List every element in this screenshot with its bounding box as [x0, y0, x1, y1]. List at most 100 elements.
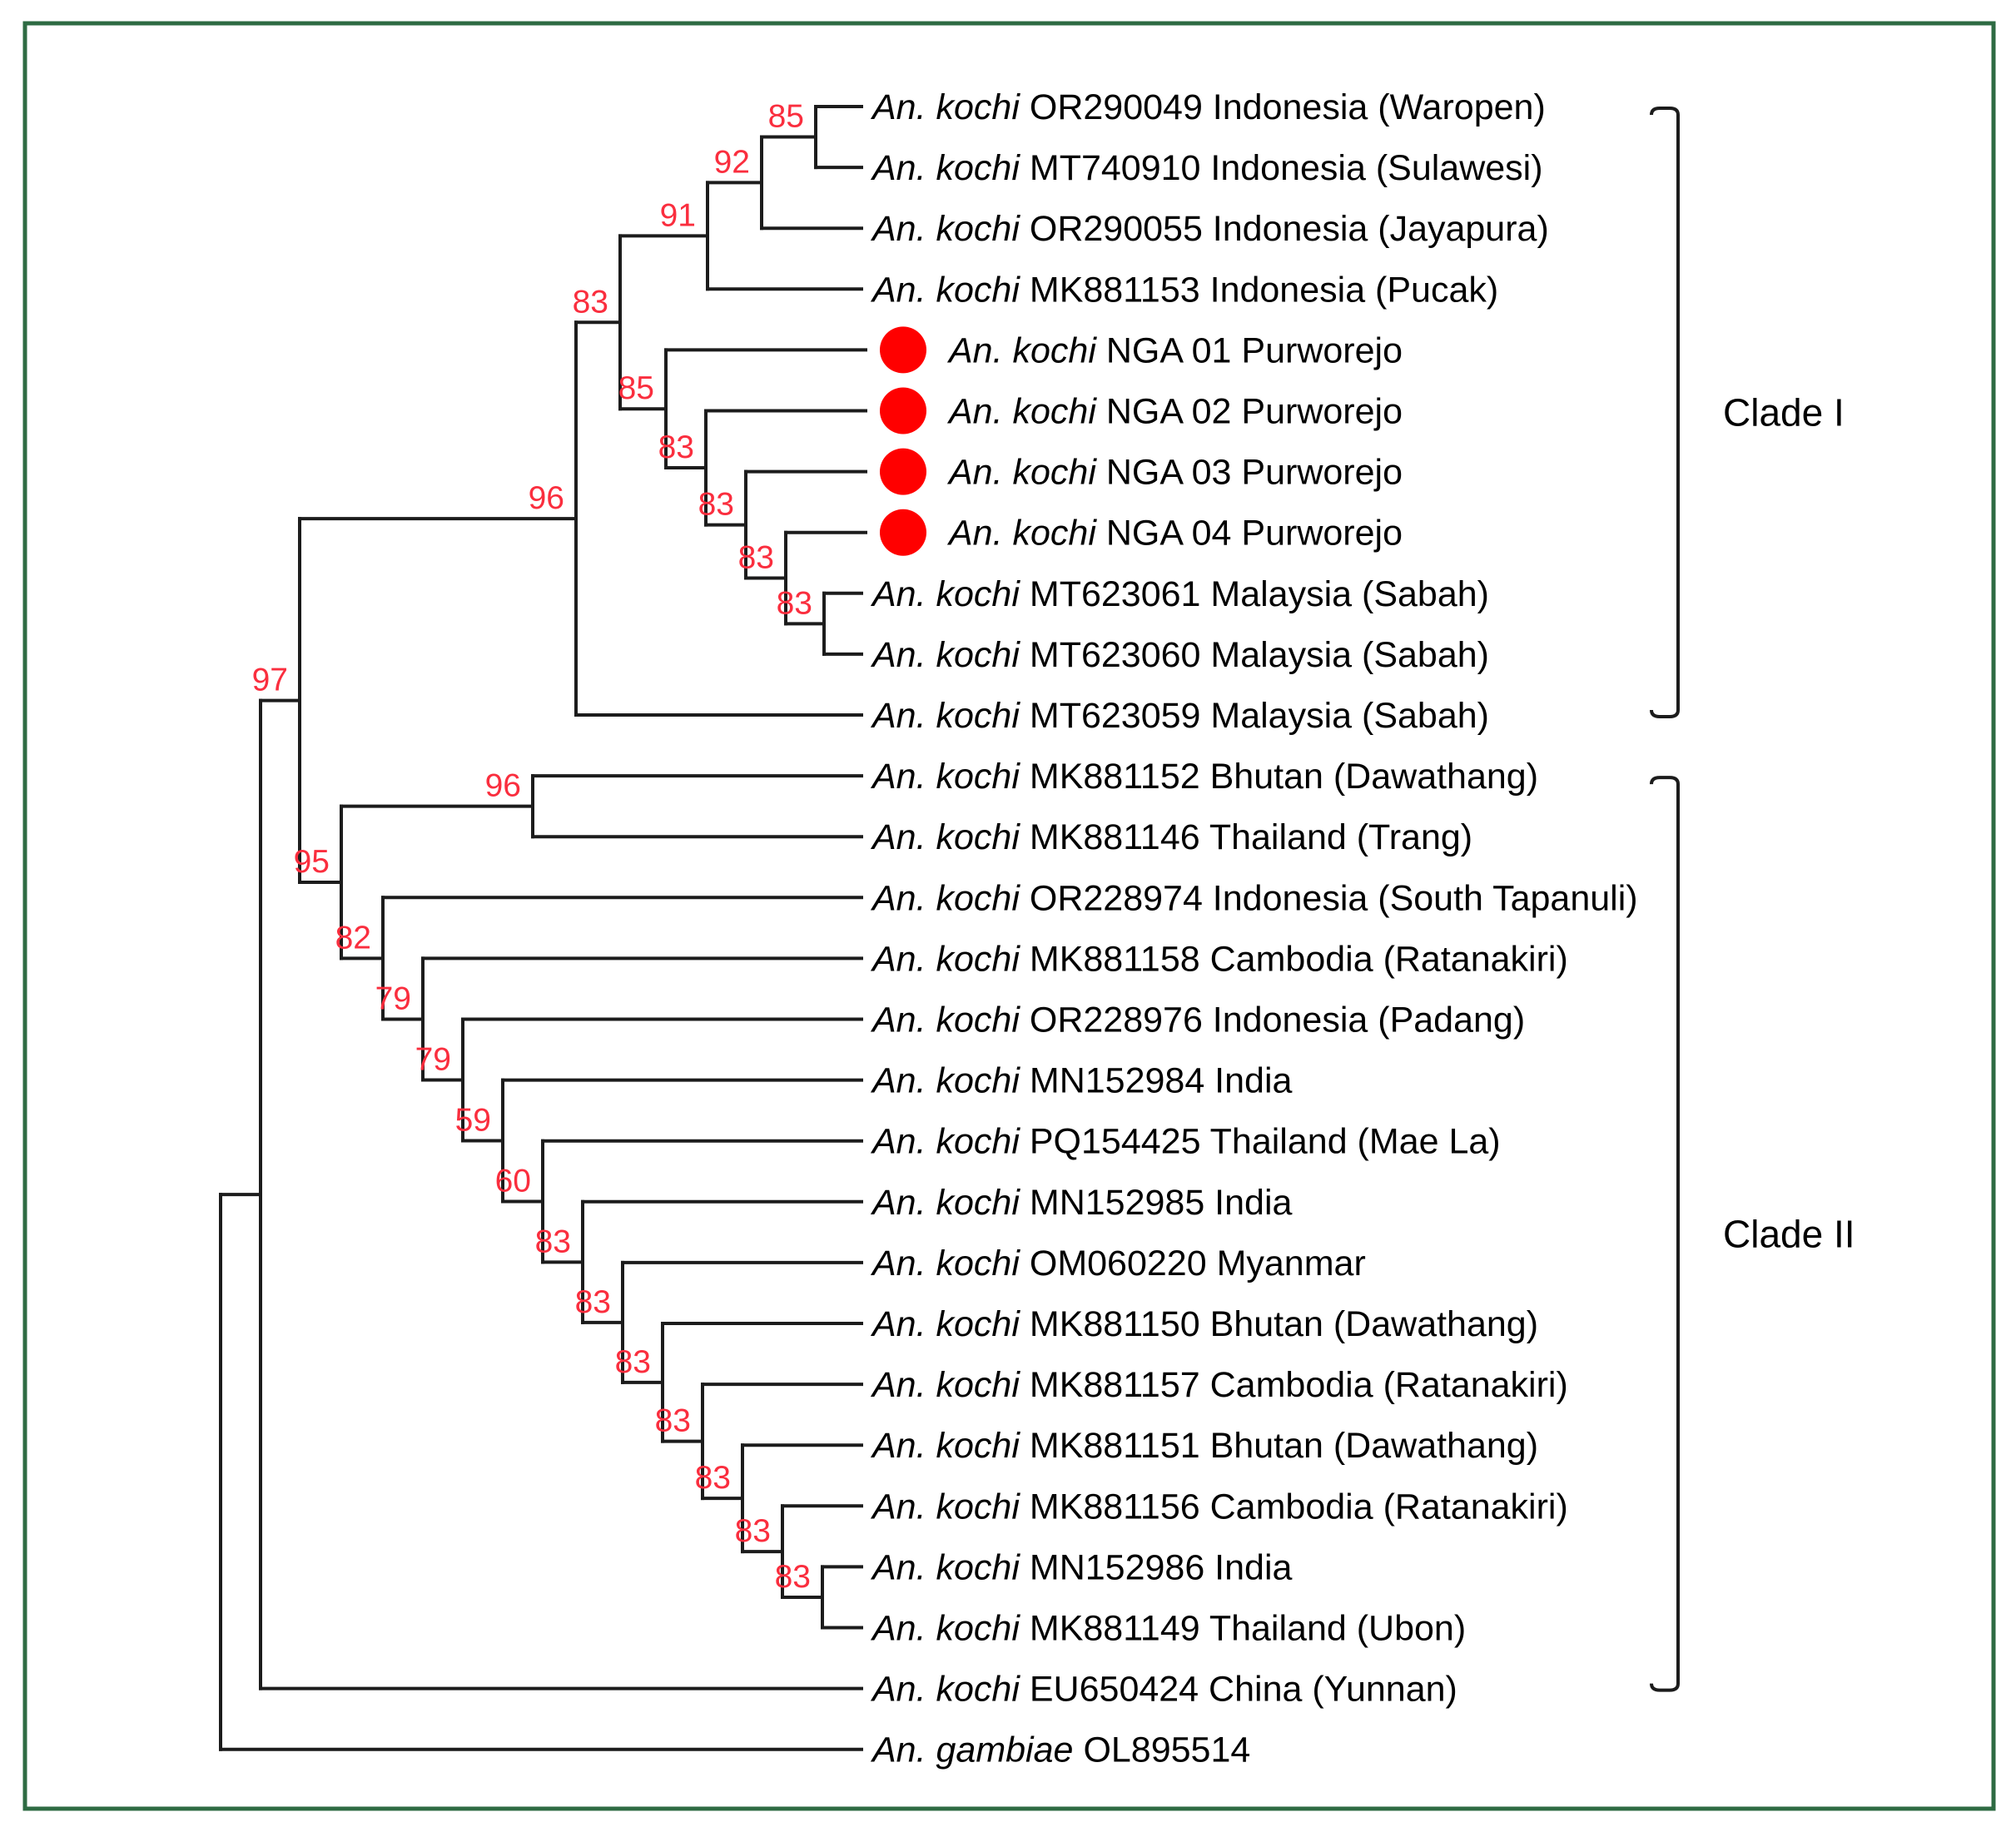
bootstrap-label: 59: [455, 1103, 491, 1139]
bootstrap-label: 85: [768, 99, 804, 135]
bootstrap-label: 83: [573, 284, 608, 320]
taxon-species-name: An. kochi: [870, 1547, 1020, 1587]
taxon-label: An. kochi MK881150 Bhutan (Dawathang): [870, 1304, 1538, 1344]
taxon-label: An. kochi MK881158 Cambodia (Ratanakiri): [870, 939, 1568, 979]
taxon-species-name: An. kochi: [870, 574, 1020, 614]
bootstrap-label: 83: [615, 1344, 651, 1380]
taxon-species-name: An. kochi: [946, 392, 1097, 432]
taxon-species-name: An. kochi: [870, 209, 1020, 249]
taxon-species-name: An. kochi: [870, 1122, 1020, 1162]
taxon-species-name: An. kochi: [870, 1670, 1020, 1710]
specimen-marker-dot: [880, 387, 926, 434]
taxon-species-name: An. kochi: [870, 817, 1020, 857]
clade-bracket: [1650, 776, 1680, 1692]
taxon-label: An. kochi MT623060 Malaysia (Sabah): [870, 635, 1489, 675]
taxon-species-name: An. kochi: [946, 514, 1097, 554]
specimen-marker-dot: [880, 448, 926, 495]
bootstrap-label: 79: [415, 1042, 451, 1078]
bootstrap-label: 83: [775, 1559, 811, 1595]
taxon-accession-locality: NGA 03 Purworejo: [1106, 453, 1403, 493]
bootstrap-label: 83: [658, 429, 694, 465]
taxon-label: An. kochi EU650424 China (Yunnan): [870, 1670, 1457, 1710]
taxon-label: An. kochi NGA 03 Purworejo: [946, 453, 1403, 493]
bootstrap-label: 83: [738, 540, 774, 576]
taxon-accession-locality: MK881151 Bhutan (Dawathang): [1030, 1426, 1538, 1466]
taxon-accession-locality: MK881157 Cambodia (Ratanakiri): [1030, 1365, 1568, 1405]
taxon-species-name: An. kochi: [870, 757, 1020, 797]
taxon-species-name: An. kochi: [870, 1304, 1020, 1344]
taxon-label: An. kochi NGA 04 Purworejo: [946, 514, 1403, 554]
taxon-species-name: An. kochi: [870, 148, 1020, 188]
taxon-accession-locality: MK881158 Cambodia (Ratanakiri): [1030, 939, 1568, 979]
taxon-label: An. kochi OM060220 Myanmar: [870, 1244, 1366, 1283]
bootstrap-label: 91: [660, 197, 696, 233]
taxon-accession-locality: MK881146 Thailand (Trang): [1030, 817, 1472, 857]
taxon-label: An. gambiae OL895514: [870, 1730, 1250, 1770]
taxon-label: An. kochi MK881149 Thailand (Ubon): [870, 1609, 1466, 1649]
taxon-label: An. kochi MN152985 India: [870, 1183, 1293, 1223]
taxon-species-name: An. kochi: [870, 1061, 1020, 1101]
taxon-label: An. kochi MN152984 India: [870, 1061, 1293, 1101]
taxon-species-name: An. kochi: [870, 1244, 1020, 1283]
taxon-label: An. kochi MN152986 India: [870, 1547, 1293, 1587]
taxon-accession-locality: MN152984 India: [1030, 1061, 1293, 1101]
taxon-accession-locality: PQ154425 Thailand (Mae La): [1030, 1122, 1501, 1162]
bootstrap-label: 83: [698, 487, 734, 523]
clade-bracket: [1650, 107, 1680, 718]
taxon-accession-locality: NGA 04 Purworejo: [1106, 514, 1403, 554]
taxon-accession-locality: NGA 02 Purworejo: [1106, 392, 1403, 432]
taxon-label: An. kochi OR290055 Indonesia (Jayapura): [870, 209, 1549, 249]
taxon-accession-locality: MT740910 Indonesia (Sulawesi): [1030, 148, 1543, 188]
taxon-accession-locality: MT623060 Malaysia (Sabah): [1030, 635, 1489, 675]
clade-label: Clade II: [1723, 1212, 1855, 1255]
taxon-accession-locality: MK881150 Bhutan (Dawathang): [1030, 1304, 1538, 1344]
bootstrap-label: 60: [495, 1164, 531, 1199]
bootstrap-label: 83: [735, 1513, 771, 1549]
taxon-accession-locality: OR290055 Indonesia (Jayapura): [1030, 209, 1549, 249]
bootstrap-label: 83: [655, 1403, 691, 1439]
taxon-accession-locality: OL895514: [1083, 1730, 1250, 1770]
taxon-label: An. kochi OR228976 Indonesia (Padang): [870, 1000, 1525, 1040]
taxon-species-name: An. kochi: [870, 87, 1020, 127]
bootstrap-label: 82: [335, 920, 371, 956]
bootstrap-label: 92: [714, 144, 750, 180]
taxon-accession-locality: MK881152 Bhutan (Dawathang): [1030, 757, 1538, 797]
taxon-species-name: An. kochi: [870, 1487, 1020, 1527]
taxon-label: An. kochi MK881146 Thailand (Trang): [870, 817, 1472, 857]
taxon-species-name: An. kochi: [870, 270, 1020, 310]
taxon-accession-locality: NGA 01 Purworejo: [1106, 330, 1403, 370]
taxon-species-name: An. kochi: [870, 1183, 1020, 1223]
taxon-label: An. kochi PQ154425 Thailand (Mae La): [870, 1122, 1501, 1162]
taxon-species-name: An. kochi: [870, 1609, 1020, 1649]
bootstrap-label: 83: [777, 585, 812, 621]
bootstrap-label: 85: [618, 370, 654, 406]
bootstrap-label: 79: [375, 981, 411, 1016]
bootstrap-label: 96: [485, 768, 521, 804]
taxon-label: An. kochi MK881153 Indonesia (Pucak): [870, 270, 1498, 310]
taxon-accession-locality: OR228974 Indonesia (South Tapanuli): [1030, 878, 1638, 918]
taxon-label: An. kochi NGA 02 Purworejo: [946, 392, 1403, 432]
taxon-accession-locality: MK881156 Cambodia (Ratanakiri): [1030, 1487, 1568, 1527]
specimen-marker-dot: [880, 326, 926, 374]
taxon-label: An. kochi MK881156 Cambodia (Ratanakiri): [870, 1487, 1568, 1527]
taxon-label: An. kochi MK881152 Bhutan (Dawathang): [870, 757, 1538, 797]
bootstrap-label: 96: [529, 480, 564, 516]
bootstrap-label: 95: [294, 844, 330, 880]
taxon-label: An. kochi MK881151 Bhutan (Dawathang): [870, 1426, 1538, 1466]
taxon-species-name: An. kochi: [870, 635, 1020, 675]
taxon-accession-locality: MK881153 Indonesia (Pucak): [1030, 270, 1498, 310]
taxon-species-name: An. kochi: [870, 1000, 1020, 1040]
taxon-label: An. kochi MT623059 Malaysia (Sabah): [870, 696, 1489, 736]
taxon-species-name: An. kochi: [946, 453, 1097, 493]
taxon-accession-locality: EU650424 China (Yunnan): [1030, 1670, 1457, 1710]
taxon-accession-locality: MT623061 Malaysia (Sabah): [1030, 574, 1489, 614]
taxon-label: An. kochi OR290049 Indonesia (Waropen): [870, 87, 1546, 127]
bootstrap-label: 83: [535, 1224, 571, 1259]
taxon-label: An. kochi OR228974 Indonesia (South Tapan…: [870, 878, 1638, 918]
taxon-label: An. kochi NGA 01 Purworejo: [946, 330, 1403, 370]
taxon-label: An. kochi MT740910 Indonesia (Sulawesi): [870, 148, 1543, 188]
taxon-species-name: An. gambiae: [870, 1730, 1073, 1770]
taxon-accession-locality: MN152985 India: [1030, 1183, 1293, 1223]
taxon-accession-locality: OR290049 Indonesia (Waropen): [1030, 87, 1546, 127]
taxon-species-name: An. kochi: [870, 939, 1020, 979]
